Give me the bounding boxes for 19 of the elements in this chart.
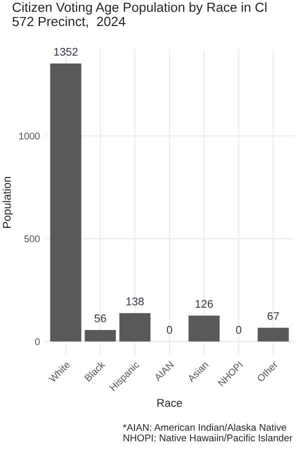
text: *AIAN: American Indian/Alaska Native NHOPI: Native Hawaiin/Pacific Islander [123,424,292,442]
data-label: 0 [236,326,242,334]
x-axis-title: Race [157,399,182,407]
bar [188,316,220,342]
y-tick-label: 500 [24,235,40,242]
bar [84,330,116,342]
data-label: 126 [196,300,213,308]
bar [50,63,82,342]
data-label: 67 [268,312,279,320]
y-tick-label: 0 [35,338,40,346]
y-tick-label: 1000 [19,132,40,140]
bar [119,313,150,342]
data-label: 0 [166,326,172,334]
y-axis-title: Population [2,176,13,228]
bar [258,328,289,342]
data-label: 138 [126,298,144,306]
chart-title: Citizen Voting Age Population by Race in Cl 572 Precinct, 2024 [12,2,266,28]
data-label: 1352 [54,48,78,56]
data-label: 56 [94,314,106,322]
